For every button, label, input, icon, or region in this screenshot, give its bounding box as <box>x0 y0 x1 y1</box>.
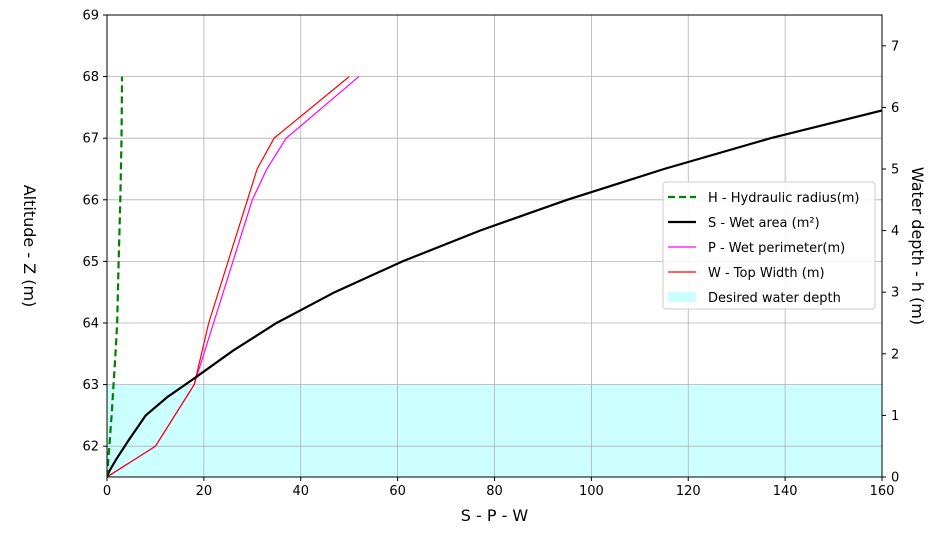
x-tick-label: 100 <box>579 484 604 499</box>
legend-label-desired-water-depth: Desired water depth <box>708 291 841 306</box>
y-right-tick-label: 0 <box>891 471 899 486</box>
x-tick-label: 40 <box>292 484 309 499</box>
series-layer <box>107 76 882 477</box>
y-right-tick-label: 6 <box>891 101 899 116</box>
legend-label-hydraulic-radius: H - Hydraulic radius(m) <box>708 191 860 206</box>
y-axis-right-title: Water depth - h (m) <box>908 167 927 325</box>
legend-label-wet-perimeter: P - Wet perimeter(m) <box>708 241 845 256</box>
series-wet-area <box>107 109 882 477</box>
x-tick-label: 0 <box>103 484 111 499</box>
y-right-tick-label: 3 <box>891 286 899 301</box>
x-tick-label: 80 <box>486 484 503 499</box>
y-right-tick-label: 4 <box>891 224 899 239</box>
y-left-tick-label: 65 <box>82 255 99 270</box>
x-axis-title: S - P - W <box>461 506 529 525</box>
legend-label-wet-area: S - Wet area (m²) <box>708 216 820 231</box>
x-tick-label: 140 <box>773 484 798 499</box>
legend: H - Hydraulic radius(m) S - Wet area (m²… <box>662 181 876 310</box>
y-left-tick-label: 63 <box>82 378 99 393</box>
y-left-tick-label: 64 <box>82 317 99 332</box>
legend-box <box>662 181 876 310</box>
series-top-width <box>107 76 350 477</box>
ticks: 0 20 40 60 80 100 120 140 1606263646566676869012… <box>82 9 899 500</box>
x-tick-label: 120 <box>676 484 701 499</box>
y-left-tick-label: 66 <box>82 193 99 208</box>
y-left-tick-label: 62 <box>82 440 99 455</box>
y-axis-left-title: Altitude - Z (m) <box>20 185 39 308</box>
y-left-tick-label: 68 <box>82 70 99 85</box>
y-right-tick-label: 1 <box>891 409 899 424</box>
x-tick-label: 160 <box>870 484 895 499</box>
x-tick-label: 20 <box>196 484 213 499</box>
x-tick-label: 60 <box>389 484 406 499</box>
y-left-tick-label: 69 <box>82 9 99 24</box>
y-right-tick-label: 2 <box>891 347 899 362</box>
y-right-tick-label: 5 <box>891 163 899 178</box>
legend-label-top-width: W - Top Width (m) <box>708 266 825 281</box>
y-left-tick-label: 67 <box>82 132 99 147</box>
series-hydraulic-radius <box>107 76 124 477</box>
legend-swatch-desired-water-depth <box>668 292 696 302</box>
y-right-tick-label: 7 <box>891 39 899 54</box>
